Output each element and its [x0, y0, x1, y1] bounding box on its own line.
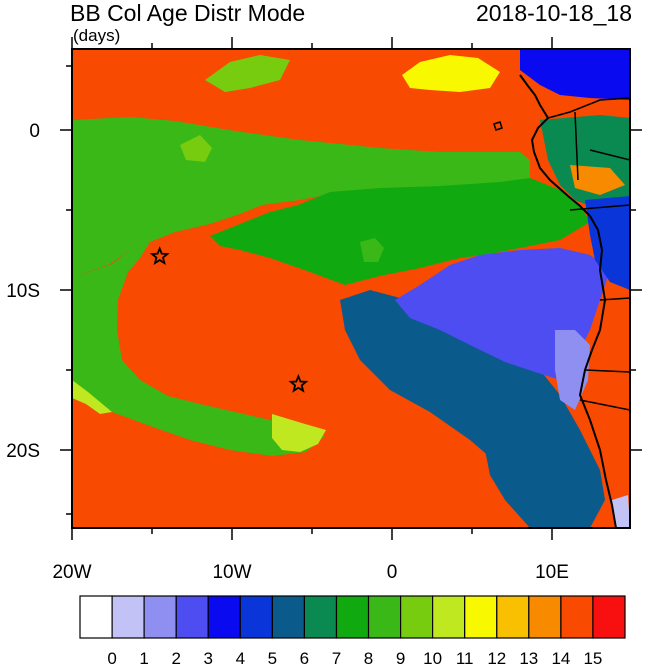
- colorbar-swatch: [367, 595, 402, 639]
- island: [493, 121, 503, 131]
- colorbar-swatch: [111, 595, 145, 639]
- units-label: (days): [73, 26, 121, 45]
- colorbar-swatch: [496, 595, 530, 639]
- region-lime-north: [205, 55, 290, 92]
- region-lightblue-south: [612, 495, 630, 528]
- colorbar-label: 3: [203, 649, 212, 667]
- x-tick-label: 10W: [212, 562, 251, 583]
- region-yellowgreen-strip: [72, 380, 112, 414]
- y-tick-label: 20S: [6, 441, 40, 462]
- colorbar-label: 6: [300, 649, 309, 667]
- colorbar-label: 7: [332, 649, 341, 667]
- colorbar-swatch: [592, 595, 626, 639]
- colorbar-label: 8: [364, 649, 373, 667]
- colorbar-swatch: [400, 595, 434, 639]
- x-tick-label: 0: [387, 562, 398, 583]
- colorbar-label: 11: [456, 649, 474, 667]
- colorbar-label: 10: [423, 649, 442, 667]
- region-yellowgreen-tail: [272, 414, 326, 452]
- colorbar-swatch: [560, 595, 594, 639]
- colorbar-label: 14: [551, 649, 570, 667]
- colorbar-swatch: [528, 595, 562, 639]
- x-tick-label: 10E: [535, 562, 569, 583]
- map-title: BB Col Age Distr Mode: [70, 0, 306, 26]
- colorbar-swatch: [239, 595, 274, 639]
- region-blue-ne: [520, 49, 630, 100]
- colorbar-swatch: [207, 595, 241, 639]
- region-teal-south: [485, 450, 560, 528]
- region-lime-patch: [180, 135, 212, 162]
- region-orange-coast: [570, 165, 625, 195]
- region-yellow-north: [402, 55, 500, 92]
- colorbar-label: 4: [236, 649, 245, 667]
- region-teal-band: [340, 290, 605, 528]
- star-marker: [288, 373, 309, 393]
- region-green-north-2: [72, 120, 160, 278]
- coastline: [519, 74, 617, 529]
- y-tick-label: 0: [29, 121, 40, 142]
- colorbar-swatch: [432, 595, 466, 639]
- colorbar-swatch: [464, 595, 498, 639]
- colorbar-swatch: [271, 595, 306, 639]
- x-tick-label: 20W: [52, 562, 91, 583]
- colorbar-swatch: [175, 595, 209, 639]
- colorbar-label: 2: [171, 649, 180, 667]
- region-green-central: [210, 178, 590, 285]
- map-frame: [71, 48, 631, 529]
- region-blue-east: [585, 196, 630, 290]
- y-tick-label: 10S: [6, 281, 40, 302]
- colorbar-swatch: [143, 595, 177, 639]
- tick-marks: [60, 37, 642, 540]
- colorbar-swatch: [335, 595, 370, 639]
- colorbar-swatch: [79, 595, 113, 639]
- colorbar: 0 1 2 3 4 5 6 7 8 9 10 11 12 13 14 15: [79, 595, 626, 667]
- colorbar-label: 9: [396, 649, 405, 667]
- colorbar-label: 0: [107, 649, 116, 667]
- colorbar-label: 5: [268, 649, 277, 667]
- markers: [149, 246, 309, 393]
- region-green-blob: [360, 238, 384, 262]
- colorbar-label: 15: [583, 649, 602, 667]
- border-line: [547, 97, 631, 411]
- region-green-arc: [72, 242, 325, 456]
- colorbar-label: 13: [519, 649, 538, 667]
- timestamp-label: 2018-10-18_18: [475, 0, 632, 26]
- colorbar-swatch: [303, 595, 338, 639]
- colorbar-label: 1: [139, 649, 148, 667]
- colorbar-label: 12: [487, 649, 506, 667]
- star-marker: [149, 246, 170, 265]
